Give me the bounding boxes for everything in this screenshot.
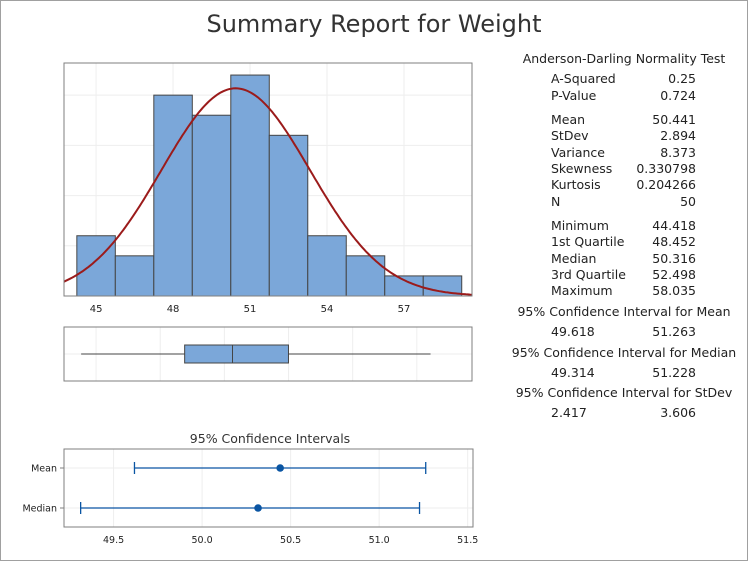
ci-mean-lower: 49.618 [551, 324, 595, 339]
ci-estimate-point [254, 504, 262, 512]
stat-value: 2.894 [660, 128, 696, 143]
ci-median-upper: 51.228 [652, 365, 696, 380]
stat-value: 48.452 [652, 234, 696, 249]
stat-value: 50 [680, 194, 696, 209]
x-tick-label: 50.0 [192, 535, 213, 546]
stat-label: StDev [551, 128, 589, 143]
ci-mean-upper: 51.263 [652, 324, 696, 339]
stat-label: 3rd Quartile [551, 267, 626, 282]
stat-label: Median [551, 251, 597, 266]
boxplot-box [184, 344, 289, 364]
histogram-bar [268, 134, 309, 297]
y-category-label: Mean [31, 464, 57, 475]
stat-value: 8.373 [660, 145, 696, 160]
stat-label: Maximum [551, 283, 613, 298]
stat-value: 44.418 [652, 218, 696, 233]
x-tick-label: 57 [398, 304, 411, 315]
histogram-bar [153, 94, 193, 297]
stat-value: 0.204266 [636, 177, 696, 192]
report-title: Summary Report for Weight [206, 10, 542, 38]
x-tick-label: 51.5 [457, 535, 478, 546]
histogram-bar [114, 255, 155, 297]
x-tick-label: 54 [321, 304, 334, 315]
x-tick-label: 51 [244, 304, 257, 315]
stat-label: A-Squared [551, 71, 616, 86]
stat-label: P-Value [551, 88, 597, 103]
normality-heading: Anderson-Darling Normality Test [522, 51, 726, 66]
histogram-bar [76, 235, 116, 297]
stat-label: 1st Quartile [551, 234, 625, 249]
normal-fit-curve [63, 87, 473, 296]
stat-value: 52.498 [652, 267, 696, 282]
stat-label: Variance [551, 145, 605, 160]
stat-value: 58.035 [652, 283, 696, 298]
stat-value: 50.316 [652, 251, 696, 266]
x-tick-label: 50.5 [280, 535, 301, 546]
ci-stdev-lower: 2.417 [551, 405, 587, 420]
stat-value: 50.441 [652, 112, 696, 127]
histogram-bar [191, 114, 232, 297]
ci-median-heading: 95% Confidence Interval for Median [511, 345, 737, 360]
histogram-frame [63, 62, 473, 297]
x-tick-label: 49.5 [103, 535, 124, 546]
y-category-label: Median [22, 504, 57, 515]
stat-value: 0.330798 [636, 161, 696, 176]
ci-mean-heading: 95% Confidence Interval for Mean [517, 304, 731, 319]
x-tick-label: 45 [90, 304, 103, 315]
stat-label: Kurtosis [551, 177, 601, 192]
boxplot-frame [63, 326, 473, 382]
x-tick-label: 51.0 [369, 535, 390, 546]
stat-label: Skewness [551, 161, 613, 176]
ci-plot-title: 95% Confidence Intervals [190, 431, 350, 446]
histogram-bar [230, 74, 270, 297]
stat-label: Mean [551, 112, 586, 127]
stat-label: Minimum [551, 218, 609, 233]
ci-median-lower: 49.314 [551, 365, 595, 380]
histogram-bar [345, 255, 386, 297]
stat-label: N [551, 194, 561, 209]
ci-plot-frame [63, 448, 474, 528]
stat-value: 0.25 [668, 71, 696, 86]
stat-value: 0.724 [660, 88, 696, 103]
x-tick-label: 48 [167, 304, 180, 315]
ci-stdev-upper: 3.606 [660, 405, 696, 420]
histogram-bar [307, 235, 347, 297]
ci-estimate-point [276, 464, 284, 472]
ci-stdev-heading: 95% Confidence Interval for StDev [515, 385, 733, 400]
